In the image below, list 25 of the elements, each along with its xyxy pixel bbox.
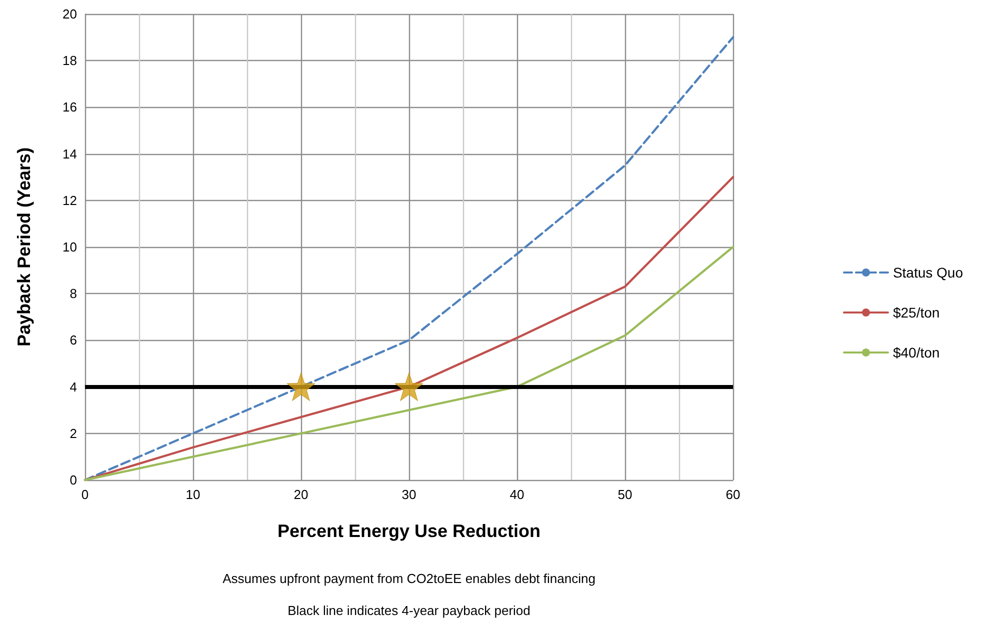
x-tick-label: 10	[186, 487, 200, 502]
x-tick-label: 60	[726, 487, 740, 502]
x-axis-title: Percent Energy Use Reduction	[277, 521, 541, 541]
y-tick-label: 12	[62, 192, 77, 208]
y-axis-title: Payback Period (Years)	[14, 147, 34, 347]
y-tick-label: 4	[70, 379, 77, 394]
x-tick-label: 0	[81, 487, 89, 502]
x-tick-label: 50	[618, 487, 632, 502]
y-tick-label: 20	[62, 6, 77, 22]
text: Black line indicates 4-year payback period	[288, 603, 530, 618]
y-tick-label: 2	[70, 426, 77, 441]
text: Assumes upfront payment from CO2toEE enables debt financing	[222, 571, 596, 586]
y-tick-label: 8	[70, 286, 77, 302]
x-tick-label: 40	[510, 487, 524, 502]
legend-label: $40/ton	[892, 344, 940, 360]
x-tick-label: 30	[402, 487, 416, 502]
y-tick-label: 0	[70, 472, 77, 488]
legend-label: $25/ton	[892, 304, 940, 320]
y-tick-label: 18	[62, 53, 77, 68]
legend-label: Status Quo	[892, 264, 964, 280]
x-tick-label: 20	[294, 487, 308, 502]
y-tick-label: 14	[62, 146, 77, 162]
y-tick-label: 16	[62, 100, 77, 115]
y-tick-label: 6	[70, 332, 77, 348]
y-tick-label: 10	[62, 240, 77, 254]
